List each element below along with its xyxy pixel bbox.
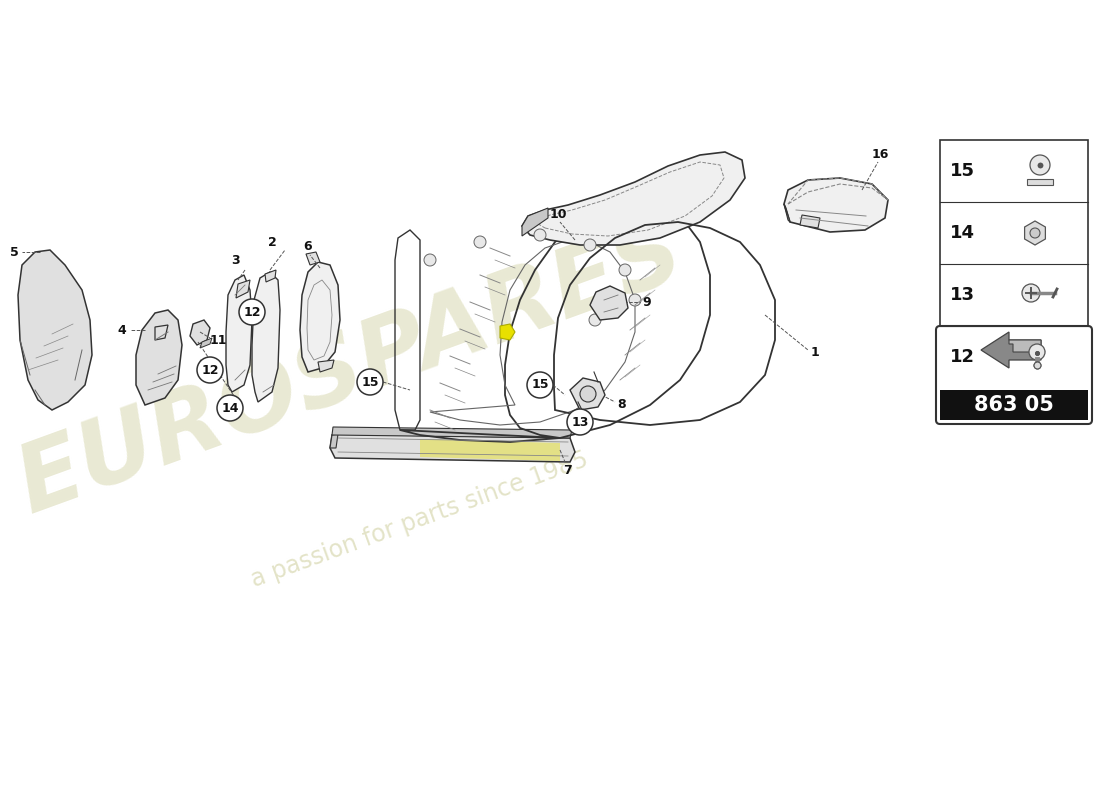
FancyBboxPatch shape — [936, 326, 1092, 424]
Text: 15: 15 — [949, 162, 975, 180]
Text: a passion for parts since 1985: a passion for parts since 1985 — [249, 448, 592, 592]
Text: 12: 12 — [243, 306, 261, 318]
Polygon shape — [300, 262, 340, 372]
Text: 5: 5 — [10, 246, 19, 258]
Polygon shape — [1009, 340, 1045, 352]
Circle shape — [197, 357, 223, 383]
Polygon shape — [500, 324, 515, 340]
Circle shape — [629, 294, 641, 306]
Polygon shape — [522, 208, 548, 236]
Text: 14: 14 — [949, 224, 975, 242]
FancyBboxPatch shape — [940, 140, 1088, 388]
Circle shape — [1030, 228, 1040, 238]
Circle shape — [239, 299, 265, 325]
Circle shape — [1028, 344, 1045, 360]
Text: 12: 12 — [201, 363, 219, 377]
Polygon shape — [522, 152, 745, 245]
Circle shape — [527, 372, 553, 398]
Polygon shape — [318, 360, 334, 372]
Polygon shape — [136, 310, 182, 405]
Text: 8: 8 — [618, 398, 626, 411]
Polygon shape — [190, 320, 210, 345]
Text: 16: 16 — [871, 149, 889, 162]
Polygon shape — [330, 434, 575, 462]
Text: 15: 15 — [361, 375, 378, 389]
Text: 2: 2 — [267, 235, 276, 249]
Circle shape — [1030, 155, 1050, 175]
Text: 11: 11 — [209, 334, 227, 346]
Text: 15: 15 — [531, 378, 549, 391]
Polygon shape — [155, 325, 168, 340]
Circle shape — [619, 264, 631, 276]
Polygon shape — [200, 338, 212, 348]
Polygon shape — [784, 178, 888, 232]
Polygon shape — [1027, 179, 1053, 185]
Polygon shape — [570, 378, 605, 410]
Text: 13: 13 — [571, 415, 588, 429]
Text: 10: 10 — [549, 209, 566, 222]
Polygon shape — [265, 270, 276, 282]
Text: 9: 9 — [642, 295, 651, 309]
Text: 12: 12 — [949, 348, 975, 366]
Polygon shape — [330, 434, 338, 448]
Polygon shape — [226, 275, 252, 392]
Text: 7: 7 — [563, 463, 572, 477]
Text: EUROSPARES: EUROSPARES — [4, 207, 695, 533]
Polygon shape — [18, 250, 92, 410]
Polygon shape — [306, 252, 320, 265]
Polygon shape — [252, 272, 280, 402]
Polygon shape — [1024, 221, 1045, 245]
Circle shape — [588, 314, 601, 326]
Circle shape — [424, 254, 436, 266]
Polygon shape — [236, 280, 250, 298]
Polygon shape — [420, 439, 560, 461]
Text: 14: 14 — [221, 402, 239, 414]
Circle shape — [358, 369, 383, 395]
Text: 13: 13 — [949, 286, 975, 304]
Text: 4: 4 — [118, 323, 127, 337]
Text: 3: 3 — [231, 254, 240, 266]
Polygon shape — [332, 427, 572, 438]
Circle shape — [474, 236, 486, 248]
Polygon shape — [800, 215, 820, 228]
Circle shape — [534, 229, 546, 241]
Polygon shape — [981, 332, 1041, 368]
Text: 1: 1 — [811, 346, 819, 358]
Text: 6: 6 — [304, 241, 312, 254]
Circle shape — [217, 395, 243, 421]
Text: 863 05: 863 05 — [975, 395, 1054, 415]
Circle shape — [1022, 284, 1040, 302]
Circle shape — [580, 386, 596, 402]
FancyBboxPatch shape — [940, 390, 1088, 420]
Circle shape — [584, 239, 596, 251]
Circle shape — [566, 409, 593, 435]
Polygon shape — [784, 204, 790, 222]
Polygon shape — [590, 286, 628, 320]
